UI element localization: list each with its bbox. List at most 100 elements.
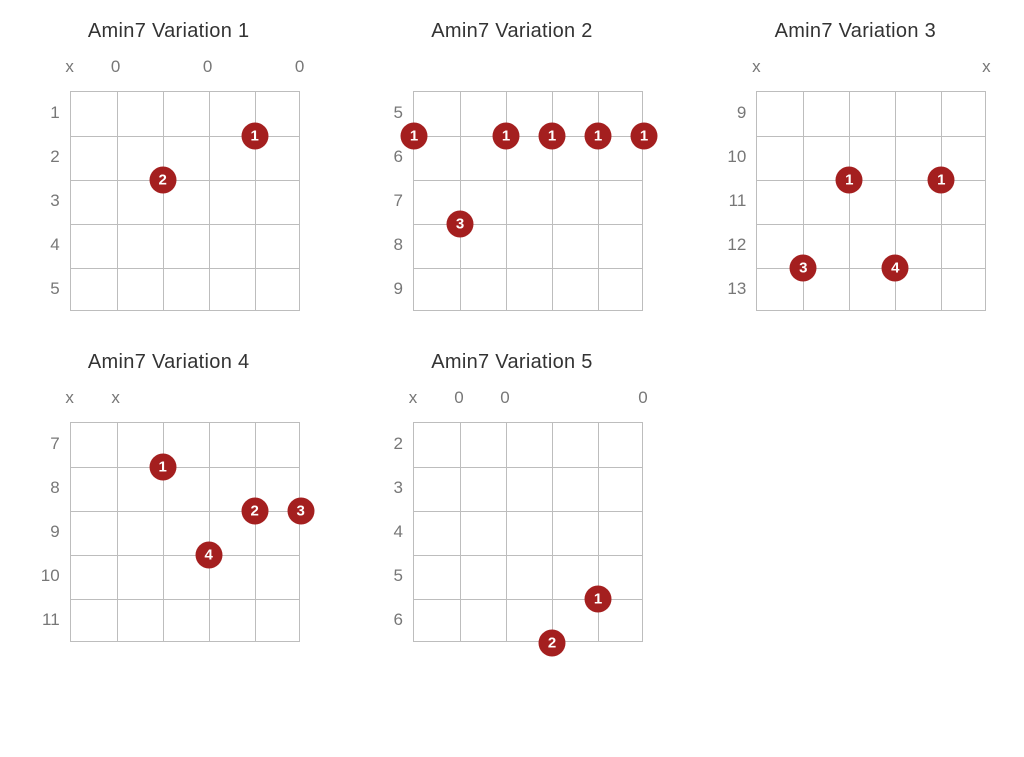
finger-dot: 1 bbox=[584, 586, 611, 613]
finger-dot: 2 bbox=[538, 630, 565, 657]
fret-wire bbox=[71, 268, 299, 269]
finger-dot: 1 bbox=[928, 167, 955, 194]
board-column: 111113 bbox=[413, 57, 643, 311]
string-line bbox=[163, 92, 164, 310]
mute-mark: x bbox=[65, 57, 74, 77]
fret-label: 9 bbox=[381, 267, 403, 311]
fret-label: 9 bbox=[724, 91, 746, 135]
diagram-row: 910111213xx1134 bbox=[724, 57, 986, 311]
board-column: xx1234 bbox=[70, 388, 300, 642]
chord-diagram: Amin7 Variation 112345x00012 bbox=[12, 20, 325, 311]
fret-label: 4 bbox=[381, 510, 403, 554]
diagram-row: 7891011xx1234 bbox=[38, 388, 300, 642]
string-line bbox=[941, 92, 942, 310]
string-line bbox=[117, 92, 118, 310]
fret-label: 4 bbox=[38, 223, 60, 267]
fret-label: 7 bbox=[381, 179, 403, 223]
fret-wire bbox=[757, 224, 985, 225]
finger-dot: 1 bbox=[630, 123, 657, 150]
chord-title: Amin7 Variation 3 bbox=[775, 20, 936, 43]
diagram-row: 12345x00012 bbox=[38, 57, 300, 311]
mute-mark: x bbox=[409, 388, 418, 408]
fret-label: 1 bbox=[38, 91, 60, 135]
fret-label: 8 bbox=[381, 223, 403, 267]
board-column: xx1134 bbox=[756, 57, 986, 311]
open-mark: 0 bbox=[295, 57, 304, 77]
fret-label: 5 bbox=[381, 554, 403, 598]
fret-wire bbox=[71, 555, 299, 556]
fretboard: 1134 bbox=[756, 91, 986, 311]
fret-wire bbox=[414, 467, 642, 468]
fret-wire bbox=[414, 555, 642, 556]
chord-grid: Amin7 Variation 112345x00012Amin7 Variat… bbox=[12, 20, 1012, 642]
finger-dot: 1 bbox=[149, 454, 176, 481]
fret-wire bbox=[71, 467, 299, 468]
fret-label: 6 bbox=[381, 135, 403, 179]
mute-mark: x bbox=[65, 388, 74, 408]
fret-label: 10 bbox=[38, 554, 60, 598]
string-line bbox=[552, 423, 553, 641]
fret-wire bbox=[71, 180, 299, 181]
fret-label: 2 bbox=[381, 422, 403, 466]
fretboard: 111113 bbox=[413, 91, 643, 311]
fretboard: 12 bbox=[70, 91, 300, 311]
fret-label: 13 bbox=[724, 267, 746, 311]
fret-label: 5 bbox=[381, 91, 403, 135]
open-string-row: xx bbox=[70, 388, 300, 416]
open-string-row: x000 bbox=[70, 57, 300, 85]
diagram-row: 56789111113 bbox=[381, 57, 643, 311]
string-line bbox=[460, 423, 461, 641]
fret-wire bbox=[757, 136, 985, 137]
fretboard: 1234 bbox=[70, 422, 300, 642]
fret-wire bbox=[71, 599, 299, 600]
chord-title: Amin7 Variation 4 bbox=[88, 351, 249, 374]
finger-dot: 3 bbox=[287, 498, 314, 525]
fretboard: 12 bbox=[413, 422, 643, 642]
open-string-row: xx bbox=[756, 57, 986, 85]
open-mark: 0 bbox=[454, 388, 463, 408]
string-line bbox=[460, 92, 461, 310]
finger-dot: 2 bbox=[149, 167, 176, 194]
fret-wire bbox=[414, 180, 642, 181]
string-line bbox=[209, 92, 210, 310]
finger-dot: 1 bbox=[241, 123, 268, 150]
fret-label: 7 bbox=[38, 422, 60, 466]
fret-labels: 12345 bbox=[38, 91, 60, 311]
open-string-row: x000 bbox=[413, 388, 643, 416]
chord-title: Amin7 Variation 5 bbox=[431, 351, 592, 374]
chord-diagram: Amin7 Variation 3910111213xx1134 bbox=[699, 20, 1012, 311]
finger-dot: 4 bbox=[195, 542, 222, 569]
chord-title: Amin7 Variation 1 bbox=[88, 20, 249, 43]
fret-label: 2 bbox=[38, 135, 60, 179]
diagram-row: 23456x00012 bbox=[381, 388, 643, 642]
finger-dot: 1 bbox=[584, 123, 611, 150]
finger-dot: 1 bbox=[538, 123, 565, 150]
fret-wire bbox=[414, 268, 642, 269]
string-line bbox=[849, 92, 850, 310]
fret-labels: 56789 bbox=[381, 91, 403, 311]
open-mark: 0 bbox=[500, 388, 509, 408]
board-column: x00012 bbox=[413, 388, 643, 642]
finger-dot: 1 bbox=[400, 123, 427, 150]
string-line bbox=[506, 423, 507, 641]
board-column: x00012 bbox=[70, 57, 300, 311]
fret-labels: 910111213 bbox=[724, 91, 746, 311]
fret-label: 9 bbox=[38, 510, 60, 554]
finger-dot: 1 bbox=[492, 123, 519, 150]
open-mark: 0 bbox=[638, 388, 647, 408]
open-string-row bbox=[413, 57, 643, 85]
string-line bbox=[117, 423, 118, 641]
string-line bbox=[255, 423, 256, 641]
finger-dot: 1 bbox=[836, 167, 863, 194]
open-mark: 0 bbox=[111, 57, 120, 77]
fret-label: 8 bbox=[38, 466, 60, 510]
finger-dot: 3 bbox=[446, 211, 473, 238]
fret-label: 10 bbox=[724, 135, 746, 179]
fret-label: 6 bbox=[381, 598, 403, 642]
fret-label: 3 bbox=[381, 466, 403, 510]
fret-wire bbox=[71, 224, 299, 225]
finger-dot: 2 bbox=[241, 498, 268, 525]
chord-diagram: Amin7 Variation 47891011xx1234 bbox=[12, 351, 325, 642]
fret-label: 3 bbox=[38, 179, 60, 223]
chord-diagram: Amin7 Variation 5 23456 x 0 0 0 12 bbox=[355, 351, 668, 642]
